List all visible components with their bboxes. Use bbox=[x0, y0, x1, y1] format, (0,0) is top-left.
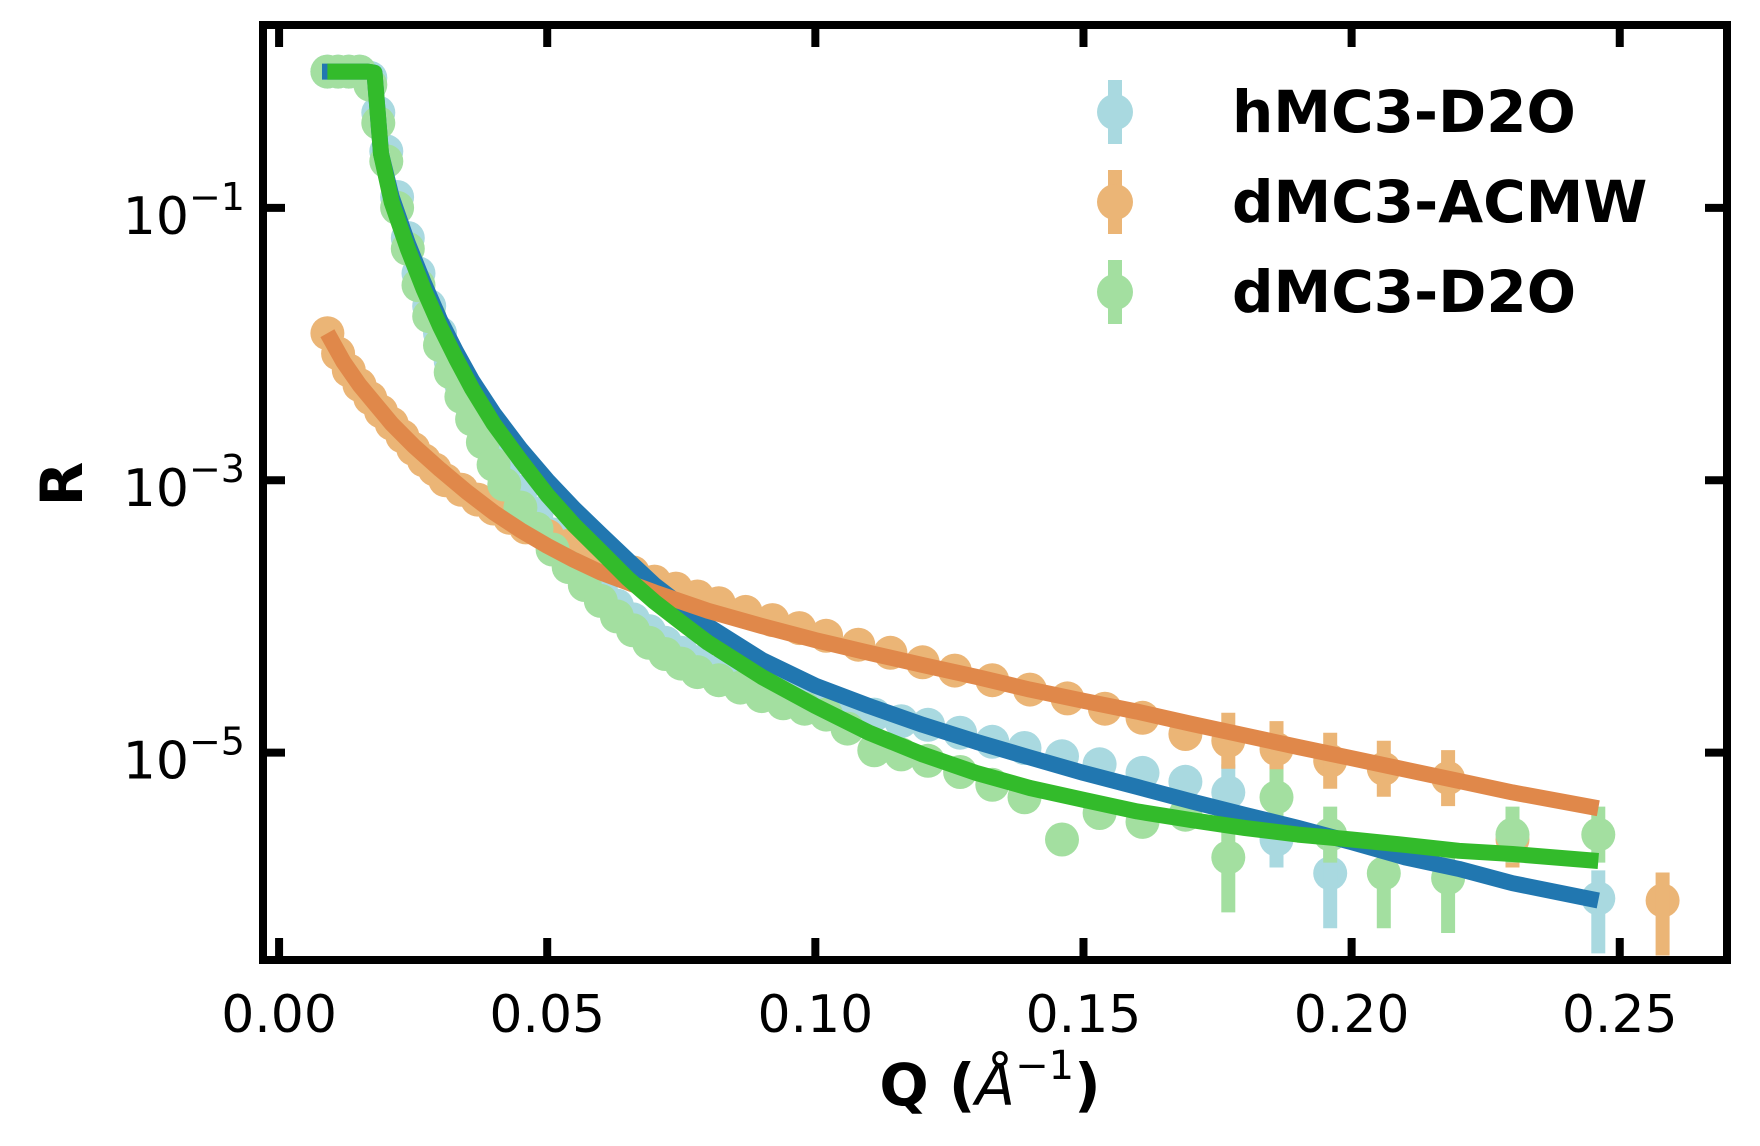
data-point-dMC3-D2O-43 bbox=[1045, 822, 1079, 857]
plot-area bbox=[310, 54, 1680, 956]
y-tick-label-1: 10−3 bbox=[123, 447, 245, 519]
x-tick-label-5: 0.25 bbox=[1562, 985, 1678, 1045]
axes-frame bbox=[259, 21, 1731, 964]
fit-line-dMC3-D2O bbox=[327, 63, 1599, 869]
x-tick-label-2: 0.10 bbox=[757, 985, 873, 1045]
y-tick-label-0: 10−1 bbox=[123, 175, 245, 247]
legend-marker-hMC3-D2O bbox=[1097, 94, 1133, 130]
axes: 0.00 0.05 0.10 0.15 0.20 0.25 10−1 10−3 10−5 bbox=[123, 21, 1731, 1045]
x-tick-label-0: 0.00 bbox=[221, 985, 337, 1045]
legend: hMC3-D2O dMC3-ACMW dMC3-D2O bbox=[1097, 78, 1647, 326]
fit-line-dMC3-ACMW bbox=[320, 329, 1600, 817]
x-tick-label-3: 0.15 bbox=[1026, 985, 1142, 1045]
legend-marker-dMC3-ACMW bbox=[1097, 184, 1133, 220]
y-axis-label: R bbox=[28, 462, 96, 507]
x-tick-label-4: 0.20 bbox=[1294, 985, 1410, 1045]
x-tick-label-1: 0.05 bbox=[489, 985, 605, 1045]
legend-label-dMC3-D2O: dMC3-D2O bbox=[1232, 258, 1576, 326]
legend-marker-dMC3-D2O bbox=[1097, 274, 1133, 310]
legend-label-dMC3-ACMW: dMC3-ACMW bbox=[1232, 168, 1647, 236]
x-axis-label: Q (Å−1) bbox=[879, 1043, 1100, 1119]
y-tick-label-2: 10−5 bbox=[123, 720, 245, 792]
legend-label-hMC3-D2O: hMC3-D2O bbox=[1232, 78, 1576, 146]
